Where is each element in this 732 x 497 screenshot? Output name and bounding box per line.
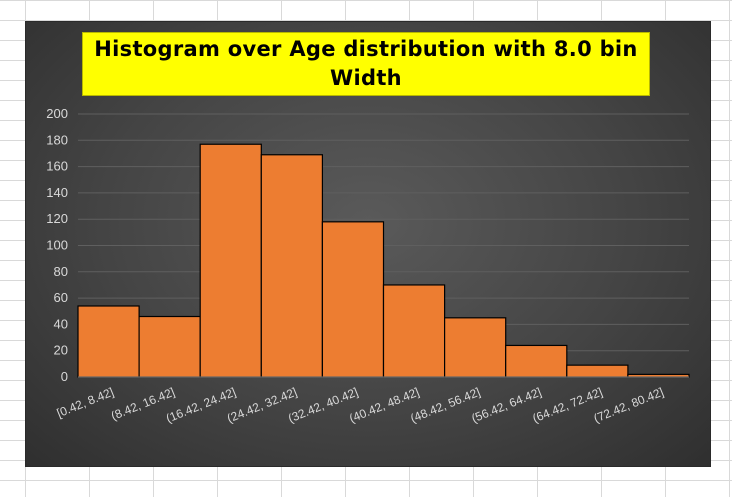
histogram-bar	[444, 317, 507, 378]
y-tick-label: 100	[46, 238, 68, 253]
histogram-bar	[199, 143, 262, 378]
histogram-bar	[138, 315, 201, 378]
y-tick-label: 180	[46, 132, 68, 147]
x-tick-label: (72.42, 80.42]	[592, 385, 666, 426]
y-tick-label: 160	[46, 159, 68, 174]
histogram-plot: 0 20 40 60 80 100 120 140 160 180 200 [0.42, 8.42] (…	[46, 106, 690, 426]
y-tick-label: 200	[46, 106, 68, 121]
y-tick-label: 20	[54, 343, 68, 358]
histogram-bar	[77, 305, 140, 378]
histogram-bar	[260, 154, 324, 378]
x-tick-label: [0.42, 8.42]	[55, 385, 116, 420]
histogram-bar	[505, 344, 568, 378]
y-tick-label: 120	[46, 211, 68, 226]
histogram-bar	[566, 364, 629, 378]
y-tick-label: 60	[54, 290, 68, 305]
y-tick-label: 140	[46, 185, 68, 200]
chart-title: Histogram over Age distribution with 8.0…	[94, 37, 638, 90]
y-tick-label: 40	[54, 316, 68, 331]
y-tick-label: 80	[54, 264, 68, 279]
y-tick-label: 0	[61, 369, 68, 384]
chart-title-box: Histogram over Age distribution with 8.0…	[82, 32, 650, 96]
histogram-bar	[321, 221, 385, 378]
chart-area: Histogram over Age distribution with 8.0…	[26, 22, 710, 466]
histogram-bar	[382, 284, 446, 378]
